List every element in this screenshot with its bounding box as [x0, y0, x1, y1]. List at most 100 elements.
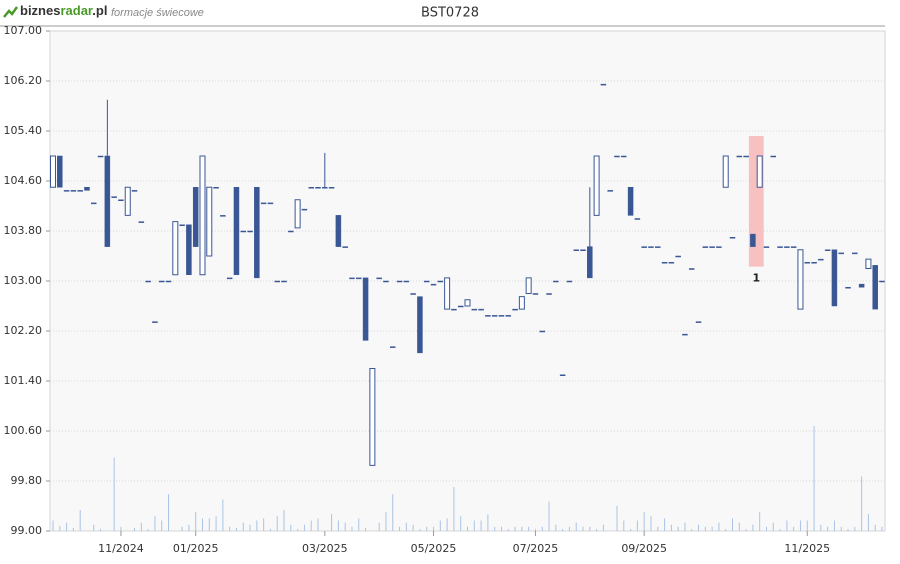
candle-body: [716, 246, 722, 248]
candle-body: [294, 199, 301, 229]
candle-body: [668, 262, 675, 264]
candle-body: [573, 249, 579, 251]
candle-body: [390, 346, 396, 348]
y-tick-label: 99.80: [11, 474, 43, 487]
y-tick-label: 99.00: [11, 524, 43, 537]
chart-title: BST0728: [421, 6, 479, 21]
y-tick-label: 103.80: [4, 224, 43, 237]
y-tick-label: 105.40: [4, 124, 43, 137]
logo[interactable]: biznesradar.pl: [20, 3, 107, 18]
candle-body: [852, 252, 858, 255]
candle-body: [308, 187, 314, 189]
candle-body: [376, 277, 382, 280]
candle-body: [226, 277, 233, 280]
y-tick-label: 106.20: [4, 74, 43, 87]
candle-body: [328, 187, 335, 189]
candle-body: [879, 280, 885, 283]
candle-body: [315, 187, 321, 189]
x-tick-label: 01/2025: [173, 542, 219, 555]
candle-body: [335, 215, 342, 247]
candle-body: [104, 155, 111, 247]
candle-body: [423, 280, 430, 283]
candle-body: [396, 280, 403, 283]
candle-body: [111, 196, 117, 198]
candle-body: [478, 308, 484, 311]
candle-body: [559, 374, 566, 376]
candle-body: [444, 277, 451, 310]
candle-body: [254, 187, 260, 279]
y-tick-label: 101.40: [4, 374, 43, 387]
candle-body: [518, 296, 525, 310]
candle-body: [580, 249, 586, 251]
candle-body: [145, 280, 151, 283]
x-tick-label: 11/2024: [98, 542, 144, 555]
candle-body: [702, 246, 709, 248]
candle-body: [539, 330, 545, 333]
candle-body: [464, 299, 471, 307]
candle-body: [655, 246, 661, 248]
candle-body: [84, 187, 90, 191]
candle-body: [593, 155, 600, 216]
candle-body: [199, 155, 206, 276]
candle-body: [621, 155, 627, 158]
candle-body: [804, 262, 811, 264]
candle-body: [213, 187, 219, 189]
candle-body: [437, 280, 444, 283]
candle-body: [186, 224, 192, 275]
candle-body: [532, 293, 539, 295]
candle-body: [430, 283, 437, 286]
candle-body: [770, 155, 777, 158]
candle-body: [525, 277, 532, 294]
candle-body: [784, 246, 790, 248]
candle-body: [240, 230, 247, 233]
x-tick-label: 09/2025: [621, 542, 667, 555]
candle-body: [124, 186, 131, 216]
candle-body: [553, 280, 559, 283]
logo-icon: [3, 6, 19, 18]
candle-body: [729, 237, 736, 239]
candle-body: [57, 155, 63, 188]
candle-body: [505, 315, 512, 317]
candle-body: [152, 321, 158, 323]
subtitle: formacje świecowe: [111, 7, 204, 19]
candle-body: [97, 155, 104, 158]
candle-body: [600, 83, 607, 86]
candle-body: [301, 208, 308, 211]
candle-body: [688, 268, 695, 270]
candle-body: [281, 280, 287, 283]
candle-body: [709, 246, 715, 248]
candle-body: [634, 218, 641, 220]
candle-body: [743, 155, 749, 158]
x-tick-label: 07/2025: [513, 542, 559, 555]
candle-body: [417, 296, 423, 354]
candle-body: [750, 233, 756, 247]
candle-body: [824, 249, 831, 251]
candle-body: [77, 190, 83, 192]
candle-body: [322, 187, 328, 189]
y-tick-label: 102.20: [4, 324, 43, 337]
candle-body: [179, 224, 185, 226]
candle-body: [342, 246, 348, 248]
candle-body: [614, 155, 620, 158]
candle-body: [491, 315, 498, 317]
candle-body: [811, 262, 817, 264]
candle-body: [63, 190, 70, 192]
candle-body: [566, 280, 573, 283]
candle-body: [641, 246, 647, 248]
x-tick-label: 11/2025: [784, 542, 830, 555]
candle-body: [451, 308, 457, 311]
logo-b: radar: [60, 3, 92, 18]
candle-body: [267, 202, 274, 205]
candle-body: [260, 202, 267, 205]
candle-body: [274, 280, 280, 283]
candle-body: [865, 258, 872, 269]
candle-body: [165, 280, 172, 283]
candle-body: [383, 280, 389, 283]
candle-body: [498, 315, 505, 317]
candle-body: [858, 283, 865, 288]
candle-body: [288, 230, 294, 233]
logo-a: biznes: [20, 3, 60, 18]
candle-body: [797, 249, 804, 310]
